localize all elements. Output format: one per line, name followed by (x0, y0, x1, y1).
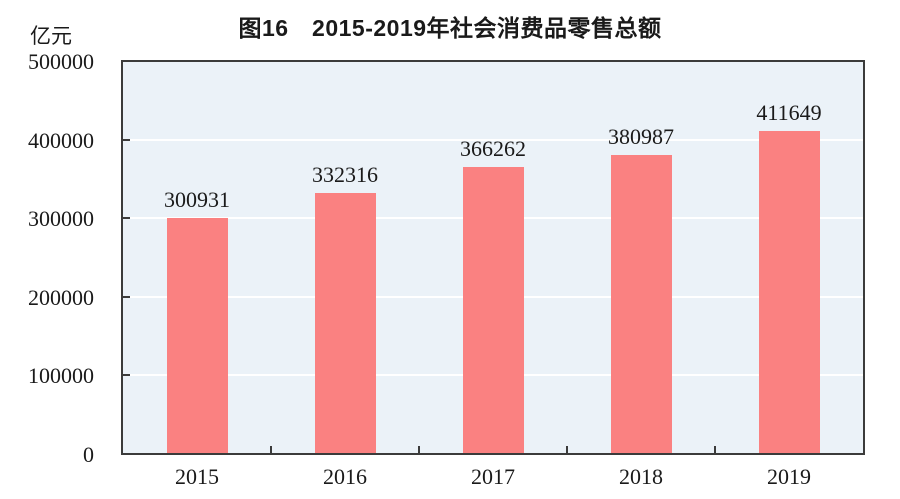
bar-2015 (166, 217, 228, 453)
y-axis-tick-label-500000: 500000 (28, 49, 94, 74)
y-axis-tick-200000 (123, 295, 130, 298)
y-axis-tick-400000 (123, 139, 130, 142)
x-axis-tick-label-2017: 2017 (471, 464, 515, 489)
bar-2017 (462, 166, 524, 453)
bar-value-label-2015: 300931 (164, 186, 230, 212)
gridline-400000 (123, 139, 863, 142)
bar-value-label-2019: 411649 (756, 100, 822, 126)
x-axis-tick-label-2019: 2019 (767, 464, 811, 489)
x-axis-tick-3 (566, 446, 568, 453)
y-axis-tick-100000 (123, 373, 130, 376)
bar-value-label-2016: 332316 (312, 162, 378, 188)
x-axis-tick-2 (418, 446, 420, 453)
x-axis-tick-label-2016: 2016 (323, 464, 367, 489)
y-axis-tick-label-100000: 100000 (28, 363, 94, 389)
y-axis-tick-300000 (123, 217, 130, 220)
y-axis-tick-label-400000: 400000 (28, 127, 94, 153)
bar-value-label-2017: 366262 (460, 135, 526, 161)
y-axis-tick-label-0: 0 (83, 442, 94, 467)
bar-value-label-2018: 380987 (608, 124, 674, 150)
y-axis-tick-label-300000: 300000 (28, 206, 94, 232)
y-axis-unit-label: 亿元 (30, 24, 72, 48)
bar-2018 (610, 155, 672, 453)
bar-2019 (758, 131, 820, 453)
x-axis-tick-1 (270, 446, 272, 453)
x-axis-tick-label-2015: 2015 (175, 464, 219, 489)
plot-area: 300931 332316 366262 380987 411649 (121, 60, 865, 455)
bar-2016 (314, 193, 376, 453)
x-axis-tick-label-2018: 2018 (619, 464, 663, 489)
y-axis-tick-label-200000: 200000 (28, 284, 94, 310)
x-axis-tick-4 (714, 446, 716, 453)
chart-title: 图16 2015-2019年社会消费品零售总额 (238, 15, 662, 41)
